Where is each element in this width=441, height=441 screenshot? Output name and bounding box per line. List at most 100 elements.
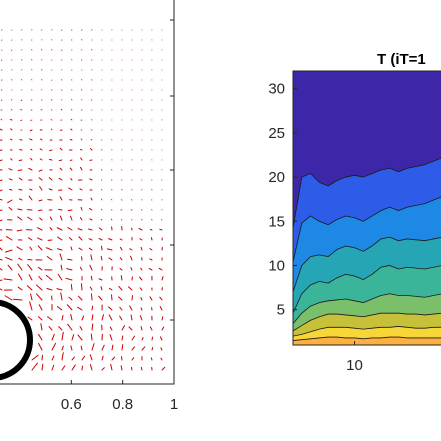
quiver-arrow [66, 268, 73, 271]
quiver-arrow [90, 333, 93, 341]
quiver-arrow [129, 305, 133, 311]
quiver-arrow [98, 278, 103, 281]
quiver-arrow [128, 326, 133, 331]
quiver-arrow [79, 166, 83, 171]
quiver-arrow [90, 275, 93, 281]
quiver-arrow [61, 345, 64, 351]
quiver-arrow [130, 255, 133, 261]
quiver-arrow [98, 295, 103, 301]
quiver-arrow [67, 209, 73, 212]
quiver-arrow [108, 238, 113, 241]
quiver-arrow [8, 188, 13, 191]
quiver-arrow [151, 336, 154, 341]
quiver-arrow [58, 326, 63, 331]
quiver-arrow [68, 187, 73, 191]
quiver-arrow [159, 306, 163, 311]
quiver-arrow [80, 283, 83, 291]
quiver-arrow [109, 326, 113, 331]
quiver-arrow [61, 331, 64, 341]
quiver-arrow [7, 199, 13, 204]
quiver-arrow [101, 355, 104, 361]
quiver-x-tick-label: 1 [170, 396, 178, 413]
quiver-arrow [0, 189, 3, 192]
quiver-arrows [0, 29, 166, 371]
quiver-arrow [0, 128, 3, 131]
quiver-arrow [89, 178, 93, 181]
quiver-arrow [70, 313, 73, 321]
quiver-arrow [158, 267, 163, 271]
quiver-arrow [56, 305, 63, 311]
quiver-arrow [91, 323, 94, 331]
quiver-arrow [0, 288, 3, 291]
quiver-arrow [18, 159, 23, 162]
quiver-arrow [51, 364, 55, 371]
quiver-arrow [101, 344, 105, 351]
quiver-arrow [27, 237, 33, 241]
contour-y-tick-label: 25 [268, 125, 285, 142]
quiver-arrow [17, 286, 23, 291]
quiver-arrow [101, 188, 103, 191]
quiver-arrow [45, 274, 53, 281]
quiver-arrow [110, 363, 113, 371]
quiver-arrow [77, 334, 83, 341]
quiver-arrow [121, 335, 124, 341]
contour-y-tick-label: 20 [268, 169, 285, 186]
quiver-arrow [109, 334, 113, 341]
quiver-arrow [56, 227, 63, 231]
quiver-arrow [58, 177, 63, 181]
quiver-arrow [18, 177, 23, 181]
quiver-arrow [38, 177, 43, 181]
quiver-arrow [139, 276, 143, 281]
quiver-arrow [159, 296, 163, 301]
quiver-arrow [91, 314, 94, 321]
quiver-arrow [9, 138, 13, 141]
quiver-arrow [161, 366, 166, 371]
quiver-arrow [18, 188, 23, 191]
quiver-arrow [48, 188, 53, 191]
quiver-arrow [71, 356, 75, 361]
quiver-arrow [37, 237, 43, 241]
quiver-arrow [140, 366, 143, 371]
quiver-arrow [141, 337, 144, 341]
quiver-arrow [129, 248, 133, 251]
quiver-arrow [8, 206, 13, 211]
quiver-arrow [48, 326, 53, 331]
contour-y-tick-label: 15 [268, 213, 285, 230]
quiver-arrow [79, 217, 83, 221]
quiver-arrow [0, 149, 3, 151]
quiver-arrow [0, 118, 3, 121]
quiver-arrow [31, 362, 38, 371]
quiver-arrow [70, 128, 73, 131]
quiver-arrow [28, 167, 33, 171]
quiver-arrow [70, 178, 73, 181]
quiver-arrow [98, 227, 103, 231]
quiver-arrow [0, 209, 3, 211]
quiver-arrow [30, 293, 33, 301]
quiver-arrow [20, 119, 23, 122]
quiver-arrow [0, 268, 3, 271]
quiver-arrow [18, 257, 23, 261]
quiver-arrow [89, 286, 93, 291]
quiver-arrow [68, 237, 73, 241]
quiver-axes-box [0, 0, 175, 385]
quiver-arrow [108, 287, 113, 291]
quiver-arrow [89, 364, 93, 371]
quiver-arrow [80, 138, 83, 141]
quiver-arrow [111, 344, 114, 351]
quiver-arrow [5, 236, 13, 241]
quiver-arrow [46, 287, 53, 291]
quiver-arrow [91, 305, 94, 311]
quiver-arrow [28, 195, 33, 201]
quiver-arrow [89, 218, 93, 221]
quiver-arrow [59, 253, 63, 261]
quiver-arrow [49, 227, 53, 231]
quiver-arrow [8, 168, 13, 171]
quiver-arrow [49, 216, 53, 221]
quiver-arrow [119, 257, 123, 261]
quiver-arrow [5, 256, 13, 261]
quiver-arrow [68, 296, 73, 301]
quiver-arrow [29, 188, 33, 191]
quiver-arrow [159, 228, 163, 231]
quiver-arrow [161, 326, 165, 331]
quiver-arrow [3, 278, 13, 281]
